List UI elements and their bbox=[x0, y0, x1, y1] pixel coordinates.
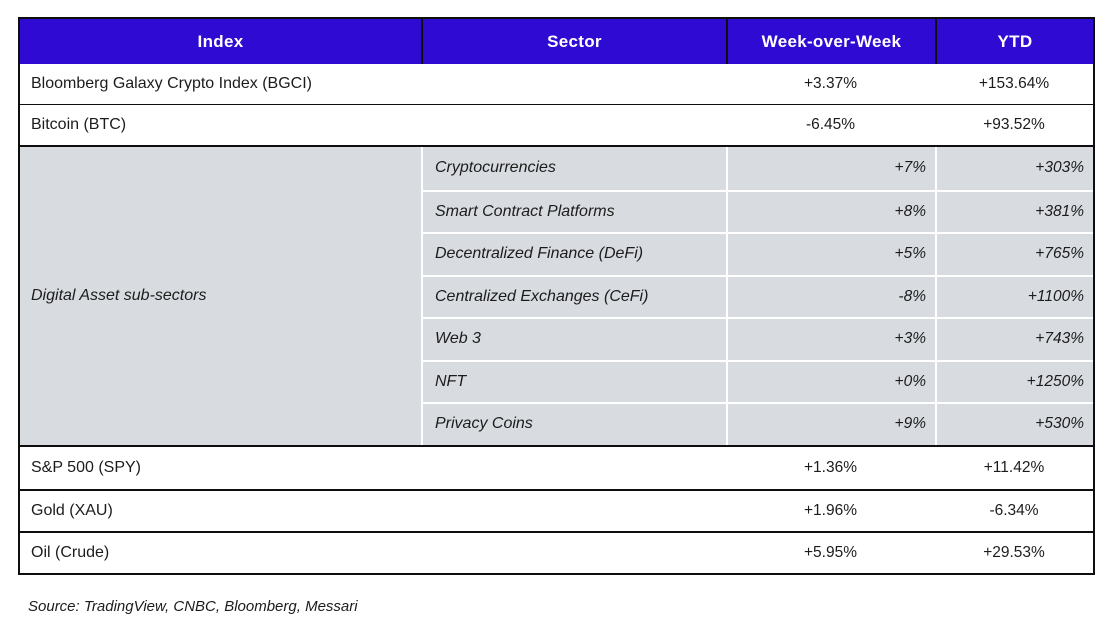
source-attribution: Source: TradingView, CNBC, Bloomberg, Me… bbox=[28, 598, 358, 615]
week-over-week-value: +3% bbox=[726, 319, 935, 360]
week-over-week-value: +3.37% bbox=[803, 75, 857, 92]
table-row-privacy-coins: Privacy Coins +9% +530% bbox=[423, 402, 1093, 445]
week-over-week-value: +7% bbox=[726, 147, 935, 190]
market-performance-table: Index Sector Week-over-Week YTD Bloomber… bbox=[18, 17, 1095, 575]
header-cell-ytd: YTD bbox=[935, 19, 1093, 64]
sector-label: Privacy Coins bbox=[435, 415, 533, 433]
table-row-gold: Gold (XAU) +1.96% -6.34% bbox=[20, 488, 1093, 531]
week-over-week-value: +9% bbox=[726, 404, 935, 445]
table-row-defi: Decentralized Finance (DeFi) +5% +765% bbox=[423, 232, 1093, 275]
ytd-value: +93.52% bbox=[983, 116, 1045, 133]
index-label: S&P 500 (SPY) bbox=[31, 458, 141, 476]
ytd-value: +11.42% bbox=[983, 458, 1045, 476]
subsection-rows: Cryptocurrencies +7% +303% Smart Contrac… bbox=[421, 147, 1093, 445]
week-over-week-value: +8% bbox=[726, 191, 935, 232]
week-over-week-value: +5.95% bbox=[803, 543, 857, 561]
ytd-value: +743% bbox=[935, 319, 1093, 360]
table-row-smart-contract-platforms: Smart Contract Platforms +8% +381% bbox=[423, 189, 1093, 232]
ytd-value: +303% bbox=[935, 147, 1093, 190]
ytd-value: +1100% bbox=[935, 276, 1093, 317]
table-row-nft: NFT +0% +1250% bbox=[423, 359, 1093, 402]
header-cell-index: Index bbox=[197, 31, 244, 51]
sector-label: Decentralized Finance (DeFi) bbox=[435, 245, 644, 263]
ytd-value: +530% bbox=[935, 404, 1093, 445]
ytd-value: +765% bbox=[935, 234, 1093, 275]
index-label: Bitcoin (BTC) bbox=[31, 116, 127, 133]
week-over-week-value: +1.36% bbox=[803, 458, 857, 476]
week-over-week-value: +0% bbox=[726, 361, 935, 402]
ytd-value: -6.34% bbox=[989, 501, 1039, 519]
week-over-week-value: +5% bbox=[726, 234, 935, 275]
ytd-value: +153.64% bbox=[978, 75, 1050, 92]
table-header-row: Index Sector Week-over-Week YTD bbox=[20, 19, 1093, 64]
table-row-bgci: Bloomberg Galaxy Crypto Index (BGCI) +3.… bbox=[20, 64, 1093, 104]
digital-asset-subsection: Digital Asset sub-sectors Cryptocurrenci… bbox=[20, 145, 1093, 447]
header-cell-week-over-week: Week-over-Week bbox=[726, 19, 935, 64]
sector-label: Smart Contract Platforms bbox=[435, 202, 615, 220]
table-row-sp500: S&P 500 (SPY) +1.36% +11.42% bbox=[20, 446, 1093, 489]
sector-label: Cryptocurrencies bbox=[435, 159, 556, 177]
table-row-web3: Web 3 +3% +743% bbox=[423, 317, 1093, 360]
ytd-value: +29.53% bbox=[983, 543, 1045, 561]
table-row-bitcoin: Bitcoin (BTC) -6.45% +93.52% bbox=[20, 104, 1093, 145]
header-cell-sector: Sector bbox=[421, 19, 726, 64]
sector-label: Centralized Exchanges (CeFi) bbox=[435, 287, 649, 305]
table-row-cryptocurrencies: Cryptocurrencies +7% +303% bbox=[423, 147, 1093, 190]
subsection-group-label: Digital Asset sub-sectors bbox=[20, 147, 421, 445]
ytd-value: +1250% bbox=[935, 361, 1093, 402]
week-over-week-value: -8% bbox=[726, 276, 935, 317]
index-label: Gold (XAU) bbox=[31, 501, 113, 519]
week-over-week-value: -6.45% bbox=[805, 116, 856, 133]
sector-label: NFT bbox=[435, 372, 467, 390]
week-over-week-value: +1.96% bbox=[803, 501, 857, 519]
table-row-cefi: Centralized Exchanges (CeFi) -8% +1100% bbox=[423, 274, 1093, 317]
index-label: Bloomberg Galaxy Crypto Index (BGCI) bbox=[31, 75, 312, 92]
table-row-oil: Oil (Crude) +5.95% +29.53% bbox=[20, 530, 1093, 573]
index-label: Oil (Crude) bbox=[31, 543, 110, 561]
sector-label: Web 3 bbox=[435, 330, 481, 348]
ytd-value: +381% bbox=[935, 191, 1093, 232]
